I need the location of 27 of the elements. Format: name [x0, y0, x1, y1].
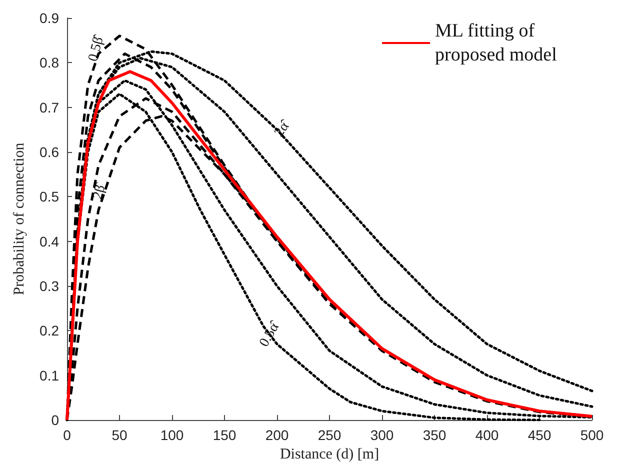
- x-tick-label: 0: [63, 427, 72, 443]
- x-tick-label: 150: [212, 427, 236, 443]
- x-tick-label: 450: [528, 427, 552, 443]
- y-tick-label: 0.9: [40, 10, 60, 26]
- annotation: 2α̂: [272, 117, 294, 140]
- x-tick-label: 400: [475, 427, 499, 443]
- x-tick-label: 200: [265, 427, 289, 443]
- y-tick-label: 0.2: [40, 322, 60, 339]
- annotation: 0.5β̂: [86, 32, 108, 64]
- y-tick-label: 0.3: [40, 278, 60, 294]
- legend-label: ML fitting of proposed model: [435, 20, 557, 66]
- x-tick-label: 500: [580, 427, 604, 443]
- y-tick-label: 0.1: [40, 367, 60, 384]
- y-tick-label: 0.4: [40, 233, 60, 250]
- x-axis-title: Distance (d) [m]: [280, 446, 380, 462]
- y-tick-label: 0.5: [40, 188, 60, 205]
- y-tick-label: 0.8: [40, 54, 60, 71]
- y-tick-label: 0: [51, 412, 60, 428]
- y-axis-title: Probability of connection: [12, 142, 28, 296]
- x-tick-label: 300: [370, 427, 394, 443]
- y-tick-label: 0.7: [40, 99, 60, 116]
- x-tick-label: 350: [422, 427, 446, 443]
- y-tick-label: 0.6: [40, 144, 60, 160]
- annotation: 2β̂: [90, 180, 110, 201]
- x-tick-label: 50: [112, 427, 128, 443]
- x-tick-label: 100: [160, 427, 184, 443]
- x-tick-label: 250: [318, 427, 342, 443]
